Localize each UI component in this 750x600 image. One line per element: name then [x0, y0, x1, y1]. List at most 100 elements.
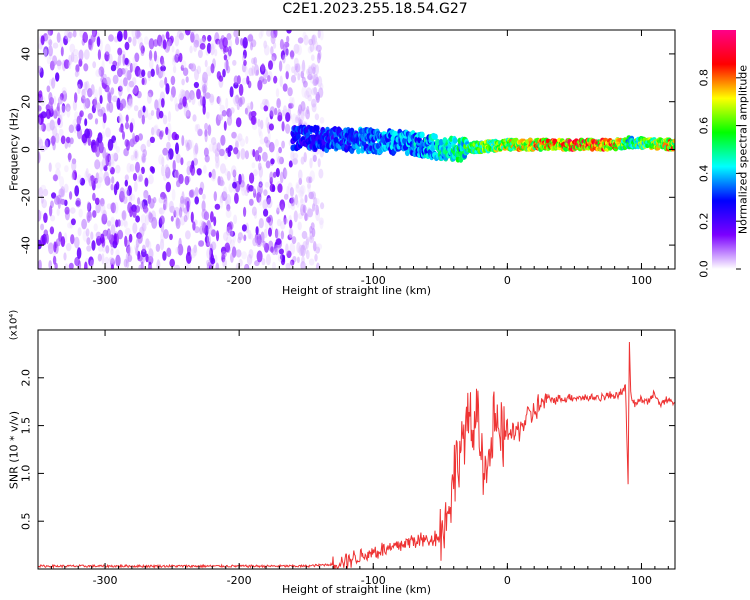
noise-speckle — [185, 109, 191, 119]
noise-speckle — [155, 63, 159, 76]
noise-speckle — [279, 156, 284, 165]
noise-speckle — [305, 236, 310, 246]
noise-speckle — [212, 142, 218, 154]
x-tick-label: -100 — [361, 274, 386, 287]
noise-speckle — [198, 240, 205, 247]
signal-point — [672, 144, 675, 150]
noise-speckle — [285, 262, 291, 269]
noise-speckle — [246, 102, 252, 109]
noise-speckle — [194, 142, 199, 155]
noise-speckle — [181, 78, 185, 86]
y-tick-label: 1.0 — [20, 465, 33, 483]
noise-speckle — [235, 262, 240, 269]
noise-speckle — [147, 89, 154, 98]
noise-speckle — [87, 202, 92, 213]
noise-speckle — [38, 138, 44, 150]
noise-speckle — [38, 209, 42, 222]
noise-speckle — [132, 36, 137, 47]
noise-speckle — [72, 49, 79, 56]
noise-speckle — [178, 207, 183, 218]
noise-speckle — [288, 102, 294, 109]
noise-speckle — [143, 192, 148, 201]
noise-speckle — [214, 203, 221, 210]
noise-speckle — [221, 191, 228, 202]
noise-speckle — [204, 92, 211, 99]
noise-speckle — [238, 173, 242, 185]
noise-speckle — [81, 95, 86, 104]
noise-speckle — [128, 195, 133, 203]
noise-speckle — [280, 230, 285, 240]
noise-speckle — [232, 169, 237, 178]
noise-speckle — [260, 30, 264, 37]
x-axis-label: Height of straight line (km) — [282, 583, 431, 596]
noise-speckle — [255, 226, 259, 236]
noise-speckle — [64, 30, 69, 40]
noise-speckle — [167, 111, 172, 123]
x-axis-label: Height of straight line (km) — [282, 284, 431, 297]
noise-speckle — [206, 42, 212, 54]
noise-speckle — [137, 197, 141, 205]
noise-speckle — [129, 62, 133, 73]
noise-speckle — [289, 228, 293, 239]
noise-speckle — [55, 72, 60, 82]
noise-speckle — [69, 137, 74, 145]
noise-speckle — [253, 56, 258, 66]
noise-speckle — [282, 83, 288, 92]
noise-speckle — [48, 45, 53, 57]
noise-speckle — [79, 177, 86, 186]
noise-speckle — [163, 229, 169, 239]
noise-speckle — [95, 202, 101, 214]
noise-speckle — [148, 50, 153, 61]
noise-speckle — [233, 147, 239, 155]
noise-speckle — [270, 46, 274, 56]
noise-speckle — [48, 92, 53, 102]
noise-speckle — [308, 66, 313, 76]
noise-speckle — [186, 110, 192, 117]
noise-speckle — [274, 228, 279, 239]
noise-speckle — [50, 135, 57, 145]
noise-speckle — [158, 196, 164, 204]
noise-speckle — [257, 146, 263, 154]
noise-speckle — [134, 134, 140, 143]
noise-speckle — [235, 140, 239, 149]
noise-speckle — [123, 258, 128, 268]
noise-speckle — [97, 108, 104, 117]
noise-speckle — [132, 222, 138, 234]
noise-speckle — [70, 52, 75, 63]
noise-speckle — [210, 211, 214, 223]
noise-speckle — [147, 70, 152, 79]
noise-speckle — [213, 216, 217, 227]
noise-speckle — [276, 98, 281, 109]
noise-speckle — [259, 176, 263, 187]
noise-speckle — [222, 68, 226, 78]
noise-speckle — [291, 97, 295, 109]
noise-speckle — [275, 88, 280, 98]
noise-speckle — [116, 116, 121, 123]
noise-speckle — [119, 79, 124, 91]
noise-speckle — [203, 85, 206, 98]
noise-speckle — [194, 69, 199, 81]
noise-speckle — [275, 229, 281, 239]
x-tick-label: -100 — [361, 574, 386, 587]
noise-speckle — [166, 152, 170, 161]
noise-speckle — [81, 133, 88, 144]
noise-speckle — [180, 157, 184, 166]
x-tick-label: 0 — [504, 574, 511, 587]
noise-speckle — [65, 243, 72, 252]
noise-speckle — [263, 208, 269, 217]
noise-speckle — [92, 61, 97, 69]
noise-speckle — [264, 181, 270, 188]
noise-speckle — [159, 215, 165, 225]
noise-speckle — [89, 259, 94, 268]
noise-speckle — [312, 154, 317, 162]
noise-speckle — [163, 203, 166, 211]
noise-speckle — [132, 56, 136, 68]
noise-speckle — [83, 97, 88, 110]
noise-speckle — [139, 200, 145, 210]
noise-speckle — [86, 245, 92, 252]
noise-speckle — [75, 64, 80, 73]
noise-speckle — [258, 31, 263, 39]
noise-speckle — [158, 154, 164, 165]
noise-speckle — [175, 48, 180, 58]
noise-speckle — [231, 165, 237, 177]
